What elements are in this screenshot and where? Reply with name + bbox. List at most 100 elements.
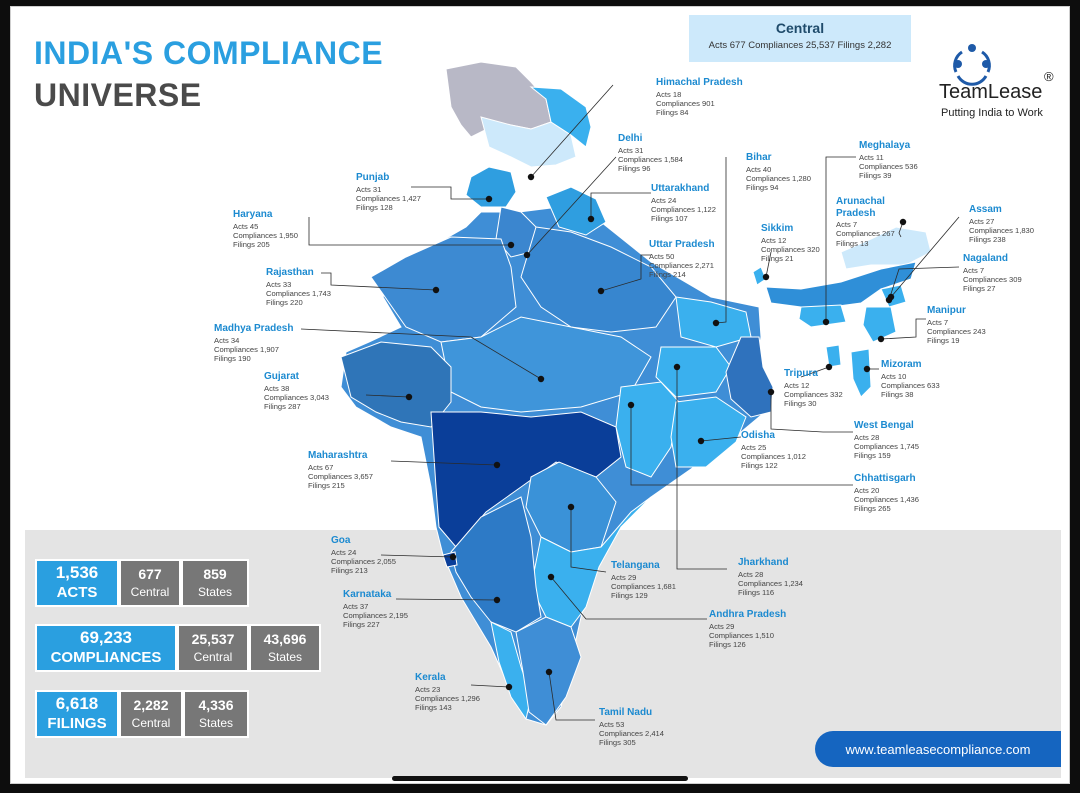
region-himachal: [529, 86, 592, 148]
compliances-states-value: 43,696: [263, 630, 307, 647]
region-arunachal: [840, 226, 932, 270]
logo-tagline: Putting India to Work: [941, 107, 1043, 119]
acts-states-box: 859 States: [181, 559, 249, 607]
acts-central-value: 677: [138, 565, 162, 582]
label-chhattisgarh: Chhattisgarh Acts 20 Compliances 1,436 Fili…: [854, 473, 920, 513]
label-bihar: Bihar Acts 40 Compliances 1,280 Filings 94: [746, 152, 812, 192]
compliances-states-box: 43,696 States: [249, 624, 321, 672]
central-box: Central Acts 677 Compliances 25,537 Fili…: [689, 15, 911, 62]
region-madhya-pradesh: [440, 316, 652, 413]
website-link[interactable]: www.teamleasecompliance.com: [815, 731, 1061, 767]
label-sikkim: Sikkim Acts 12 Compliances 320 Filings 21: [761, 223, 820, 263]
dot-bihar: [712, 319, 720, 327]
dot-himachal: [527, 173, 535, 181]
compliances-states-label: States: [267, 650, 303, 664]
dot-nagaland: [885, 296, 893, 304]
compliances-central-box: 25,537 Central: [177, 624, 249, 672]
compliances-total-value: 69,233: [80, 628, 132, 648]
label-tripura: Tripura Acts 12 Compliances 332 Filings 30: [784, 368, 843, 408]
label-andhra-pradesh: Andhra Pradesh Acts 29 Compliances 1,510 Fi…: [709, 609, 787, 649]
acts-states-label: States: [197, 585, 233, 599]
dot-west-bengal: [767, 388, 775, 396]
label-jharkhand: Jharkhand Acts 28 Compliances 1,234 Filings…: [738, 557, 804, 597]
dot-tripura: [825, 363, 833, 371]
label-maharashtra: Maharashtra Acts 67 Compliances 3,657 Filin…: [308, 450, 374, 490]
dot-mp: [537, 375, 545, 383]
dot-tamil-nadu: [545, 668, 553, 676]
label-uttar-pradesh: Uttar Pradesh Acts 50 Compliances 2,271 Fil…: [649, 239, 715, 279]
region-jharkhand: [655, 346, 732, 398]
dot-odisha: [697, 437, 705, 445]
teamlease-logo-icon: [953, 44, 991, 86]
leader-lines: [300, 84, 960, 721]
acts-central-box: 677 Central: [119, 559, 181, 607]
label-madhya-pradesh: Madhya Pradesh Acts 34 Compliances 1,907 Fi…: [214, 323, 294, 363]
label-himachal-pradesh: Himachal Pradesh Acts 18 Compliances 901 Fi…: [656, 77, 743, 117]
region-manipur: [862, 306, 897, 343]
filings-total-label: FILINGS: [47, 714, 107, 732]
dot-gujarat: [405, 393, 413, 401]
dot-delhi: [523, 251, 531, 259]
region-meghalaya: [798, 304, 847, 328]
filings-central-label: Central: [131, 716, 171, 730]
dot-mizoram: [863, 365, 871, 373]
dot-sikkim: [762, 273, 770, 281]
label-goa: Goa Acts 24 Compliances 2,055 Filings 213: [331, 535, 397, 575]
label-kerala: Kerala Acts 23 Compliances 1,296 Filings 14…: [415, 672, 481, 712]
dot-goa: [449, 553, 457, 561]
label-assam: Assam Acts 27 Compliances 1,830 Filings 238: [969, 204, 1035, 244]
dot-karnataka: [493, 596, 501, 604]
label-meghalaya: Meghalaya Acts 11 Compliances 536 Filings 3…: [859, 140, 918, 180]
acts-total-box: 1,536 ACTS: [35, 559, 119, 607]
region-tripura: [825, 344, 842, 368]
title-line-2: UNIVERSE: [34, 77, 202, 113]
dot-chhattisgarh: [627, 401, 635, 409]
dot-meghalaya: [822, 318, 830, 326]
label-delhi: Delhi Acts 31 Compliances 1,584 Filings 96: [618, 133, 684, 173]
dot-manipur: [877, 335, 885, 343]
india-map: [300, 61, 960, 726]
dot-up: [597, 287, 605, 295]
filings-states-value: 4,336: [198, 696, 234, 713]
state-dots: [405, 173, 907, 691]
acts-total-value: 1,536: [55, 563, 99, 583]
label-telangana: Telangana Acts 29 Compliances 1,681 Filings…: [611, 560, 677, 600]
label-uttarakhand: Uttarakhand Acts 24 Compliances 1,122 Filin…: [651, 183, 717, 223]
dot-punjab: [485, 195, 493, 203]
filings-central-box: 2,282 Central: [119, 690, 183, 738]
region-punjab: [465, 166, 517, 208]
label-west-bengal: West Bengal Acts 28 Compliances 1,745 Filin…: [854, 420, 920, 460]
compliances-central-label: Central: [193, 650, 233, 664]
compliances-central-value: 25,537: [191, 630, 235, 647]
label-odisha: Odisha Acts 25 Compliances 1,012 Filings 12…: [741, 430, 807, 470]
dot-kerala: [505, 683, 513, 691]
filings-states-label: States: [198, 716, 234, 730]
title-line-1: INDIA'S COMPLIANCE: [34, 35, 384, 71]
acts-total-label: ACTS: [56, 583, 98, 601]
region-uttar-pradesh: [520, 226, 677, 333]
acts-central-label: Central: [130, 585, 170, 599]
dot-uttarakhand: [587, 215, 595, 223]
dot-maharashtra: [493, 461, 501, 469]
label-rajasthan: Rajasthan Acts 33 Compliances 1,743 Filings…: [266, 267, 332, 307]
region-mizoram: [850, 348, 872, 398]
region-odisha: [670, 396, 747, 468]
region-rajasthan: [370, 236, 517, 343]
home-indicator-bar[interactable]: [392, 776, 688, 781]
label-arunachal-pradesh: Arunachal Pradesh Acts 7 Compliances 267 Fi…: [836, 196, 895, 248]
dot-andhra: [547, 573, 555, 581]
label-haryana: Haryana Acts 45 Compliances 1,950 Filings 2…: [233, 209, 299, 249]
dot-jharkhand: [673, 363, 681, 371]
filings-central-value: 2,282: [133, 696, 169, 713]
central-name: Central: [775, 20, 825, 36]
label-nagaland: Nagaland Acts 7 Compliances 309 Filings 27: [963, 253, 1022, 293]
dot-arunachal: [899, 218, 907, 226]
filings-states-box: 4,336 States: [183, 690, 249, 738]
label-karnataka: Karnataka Acts 37 Compliances 2,195 Filings…: [343, 589, 409, 629]
label-gujarat: Gujarat Acts 38 Compliances 3,043 Filings 2…: [264, 371, 330, 411]
logo-registered: ®: [1044, 69, 1054, 84]
dot-telangana: [567, 503, 575, 511]
label-mizoram: Mizoram Acts 10 Compliances 633 Filings 38: [881, 359, 940, 399]
filings-total-box: 6,618 FILINGS: [35, 690, 119, 738]
label-manipur: Manipur Acts 7 Compliances 243 Filings 19: [927, 305, 986, 345]
